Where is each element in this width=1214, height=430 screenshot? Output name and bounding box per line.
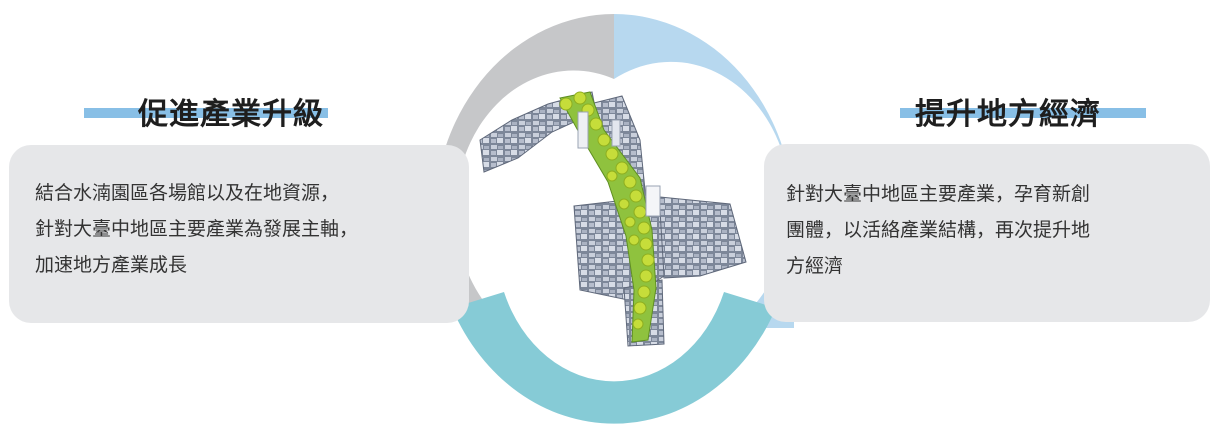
map-towers	[577, 111, 661, 217]
right-heading-underline	[900, 108, 1146, 118]
right-heading: 提升地方經濟	[915, 97, 1101, 132]
left-heading-underline	[84, 108, 328, 118]
map-trees	[559, 91, 655, 330]
right-text-line-2: 團體，以活絡產業結構，再次提升地	[786, 219, 1091, 241]
map-east-district	[649, 195, 747, 279]
right-text-line-1: 針對大臺中地區主要產業，孕育新創	[786, 183, 1091, 205]
right-description-card: 針對大臺中地區主要產業，孕育新創 團體，以活絡產業結構，再次提升地 方經濟	[764, 144, 1210, 322]
ring-segment-teal	[452, 292, 776, 424]
left-description-card: 結合水湳園區各場館以及在地資源， 針對大臺中地區主要產業為發展主軸， 加速地方產…	[9, 145, 469, 323]
ring-segment-blue	[614, 14, 794, 328]
left-heading: 促進產業升級	[138, 97, 324, 132]
right-text-line-3: 方經濟	[786, 255, 844, 277]
left-text-line-3: 加速地方產業成長	[35, 254, 188, 276]
left-text-line-1: 結合水湳園區各場館以及在地資源，	[35, 182, 340, 204]
left-text-line-2: 針對大臺中地區主要產業為發展主軸，	[35, 218, 359, 240]
ring-segment-gray	[434, 14, 614, 320]
